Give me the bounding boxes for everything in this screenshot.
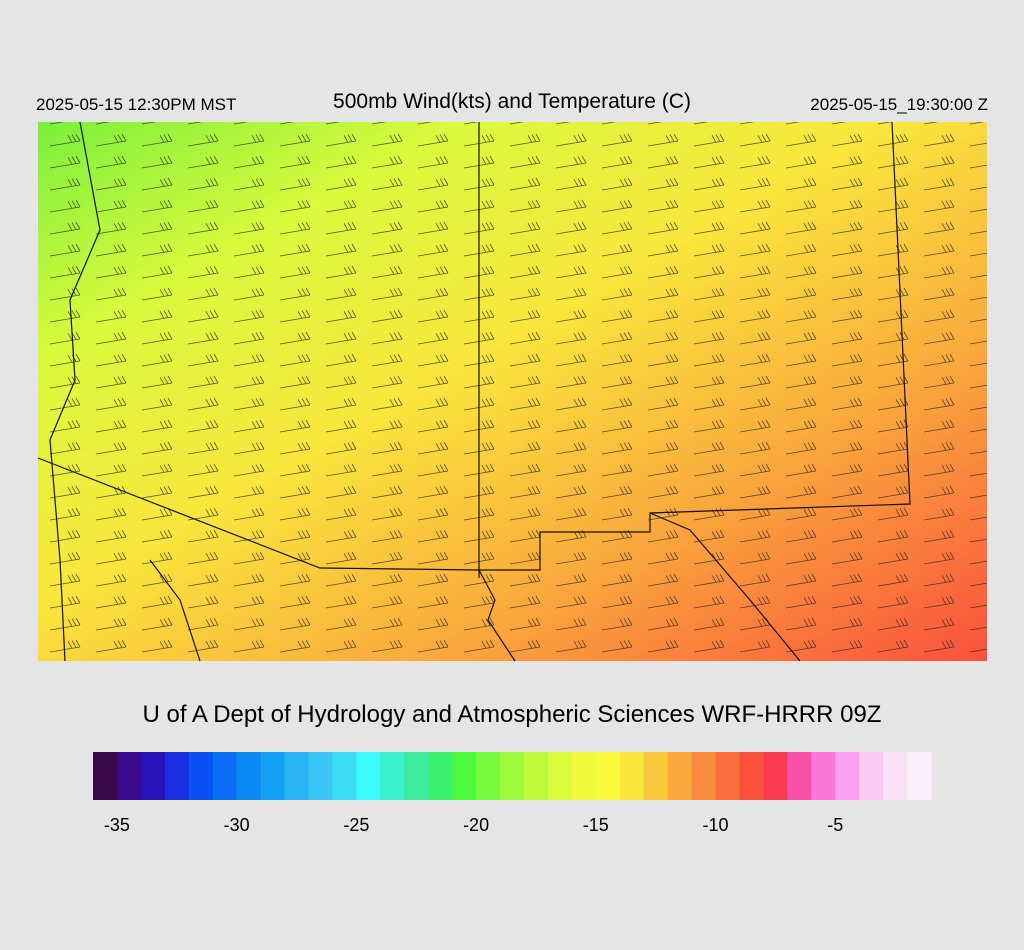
footer-credit: U of A Dept of Hydrology and Atmospheric… <box>143 701 882 728</box>
valid-utc-time: 2025-05-15_19:30:00 Z <box>810 95 988 114</box>
colorbar-swatch <box>452 752 477 800</box>
colorbar-swatch <box>260 752 286 800</box>
colorbar-tick-label: -25 <box>343 815 369 835</box>
colorbar-swatch <box>667 752 693 800</box>
colorbar-swatch <box>907 752 932 800</box>
colorbar-swatch <box>140 752 166 800</box>
colorbar-swatch <box>332 752 357 800</box>
colorbar-tick-label: -35 <box>104 815 130 835</box>
borders <box>37 121 911 662</box>
colorbar-tick-label: -15 <box>583 815 609 835</box>
colorbar-swatch <box>188 752 214 800</box>
colorbar-swatch <box>93 752 118 800</box>
colorbar-swatch <box>835 752 860 800</box>
colorbar-swatch <box>859 752 884 800</box>
colorbar-swatch <box>380 752 405 800</box>
colorbar-swatch <box>595 752 621 800</box>
colorbar-swatch <box>763 752 788 800</box>
map <box>37 121 987 662</box>
colorbar-tick-label: -30 <box>224 815 250 835</box>
map-title: 500mb Wind(kts) and Temperature (C) <box>333 90 691 113</box>
colorbar-swatch <box>284 752 309 800</box>
colorbar-swatch <box>739 752 764 800</box>
colorbar-swatch <box>116 752 142 800</box>
colorbar-swatch <box>883 752 908 800</box>
colorbar-swatch <box>236 752 262 800</box>
colorbar-tick-label: -20 <box>463 815 489 835</box>
wind-barbs <box>38 122 987 661</box>
colorbar-swatch <box>571 752 597 800</box>
colorbar-swatch <box>164 752 190 800</box>
colorbar-swatch <box>500 752 525 800</box>
valid-local-time: 2025-05-15 12:30PM MST <box>36 95 236 114</box>
colorbar-tick-label: -5 <box>827 815 843 835</box>
colorbar-swatch <box>523 752 549 800</box>
colorbar-swatch <box>691 752 717 800</box>
colorbar-swatch <box>428 752 453 800</box>
colorbar-swatch <box>547 752 573 800</box>
colorbar-tick-label: -10 <box>703 815 729 835</box>
colorbar-swatch <box>715 752 740 800</box>
colorbar-swatch <box>308 752 333 800</box>
colorbar-swatch <box>787 752 812 800</box>
colorbar-swatch <box>619 752 645 800</box>
colorbar-swatch <box>643 752 669 800</box>
colorbar-swatch <box>212 752 238 800</box>
colorbar-swatch <box>476 752 501 800</box>
colorbar-swatch <box>404 752 429 800</box>
colorbar-swatch <box>356 752 381 800</box>
colorbar-swatch <box>811 752 836 800</box>
